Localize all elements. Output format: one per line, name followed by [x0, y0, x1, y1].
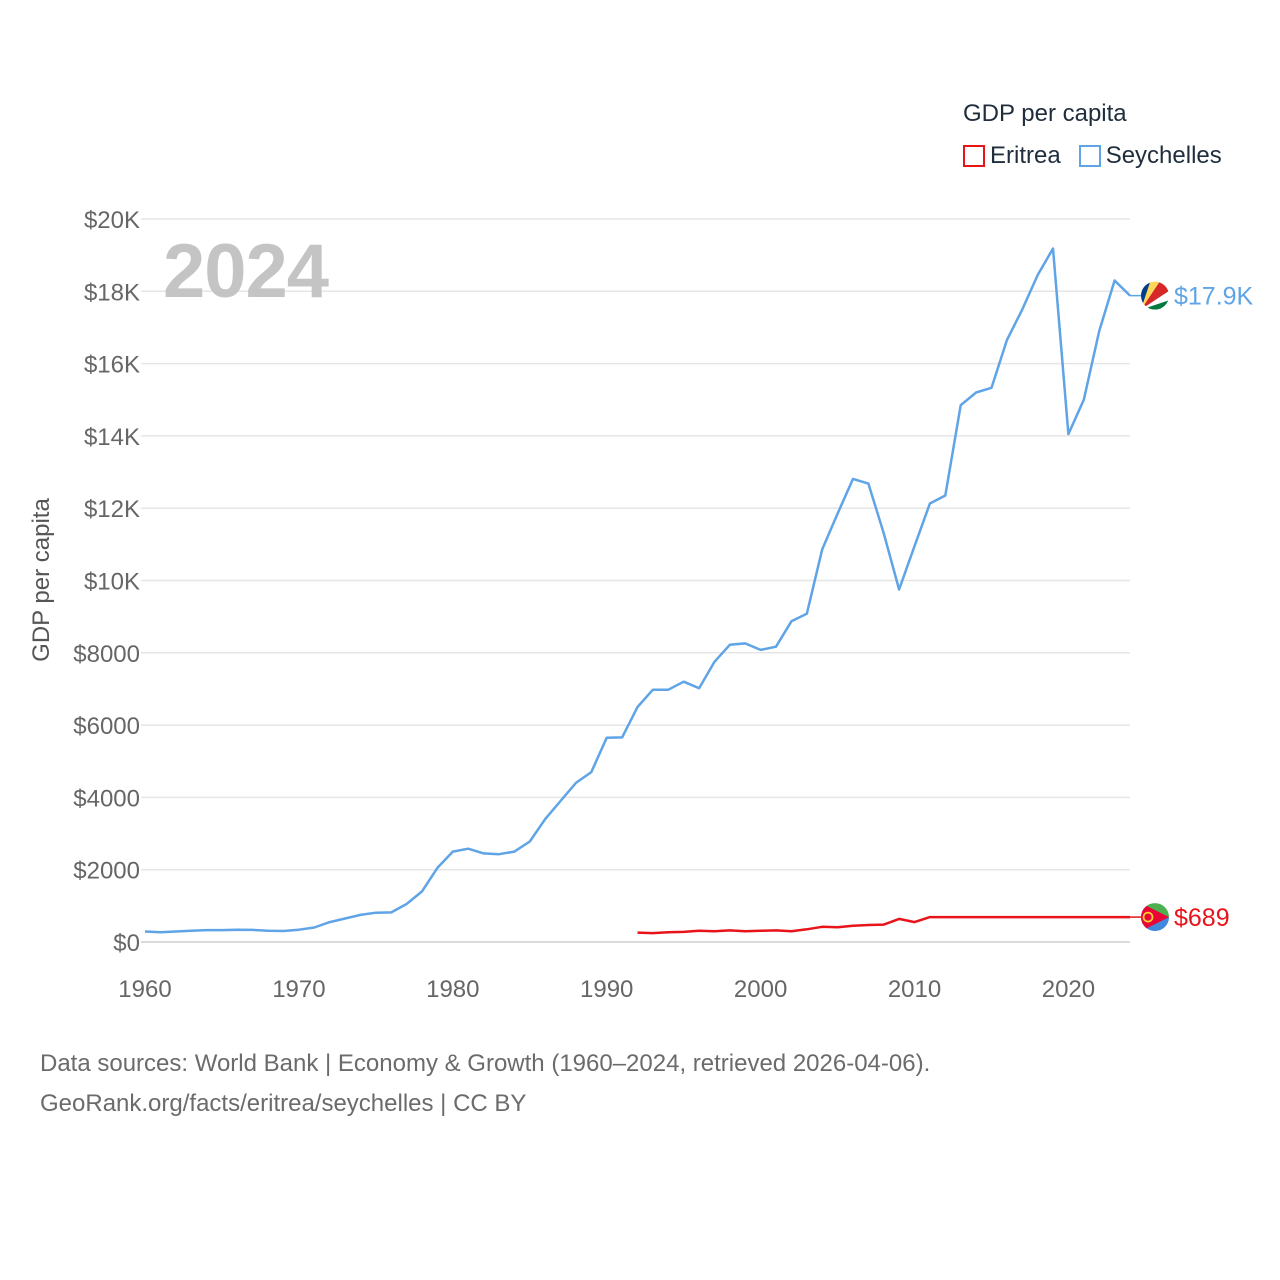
y-tick-label: $8000 [73, 641, 140, 668]
legend-title: GDP per capita [963, 100, 1127, 127]
source-line-1: Data sources: World Bank | Economy & Gro… [40, 1050, 931, 1077]
x-tick-label: 2000 [734, 976, 787, 1003]
x-axis-ticks: 1960 1970 1980 1990 2000 2010 2020 [118, 976, 1095, 1003]
y-tick-label: $20K [84, 207, 140, 234]
source-line-2[interactable]: GeoRank.org/facts/eritrea/seychelles | C… [40, 1090, 527, 1117]
legend-item-eritrea[interactable]: Eritrea [963, 142, 1061, 170]
x-tick-label: 2020 [1042, 976, 1095, 1003]
x-tick-label: 1970 [272, 976, 325, 1003]
y-axis-ticks: $0 $2000 $4000 $6000 $8000 $10K $12K $14K $16K $1… [73, 207, 140, 957]
source-note: Data sources: World Bank | Economy & Gro… [40, 1044, 930, 1124]
y-tick-label: $0 [113, 930, 140, 957]
end-value-label-seychelles: $17.9K [1174, 283, 1254, 311]
y-tick-label: $10K [84, 569, 140, 596]
legend-swatch-eritrea [963, 145, 985, 167]
legend: Eritrea Seychelles [963, 142, 1240, 170]
series-line-seychelles [144, 247, 1131, 934]
legend-label-seychelles: Seychelles [1105, 142, 1222, 169]
y-tick-label: $2000 [73, 858, 140, 885]
x-tick-label: 2010 [888, 976, 941, 1003]
y-tick-label: $16K [84, 352, 140, 379]
series-end-markers: $17.9K $689 [1130, 281, 1254, 932]
x-tick-label: 1980 [426, 976, 479, 1003]
x-tick-label: 1960 [118, 976, 171, 1003]
current-year-label: 2024 [163, 229, 329, 314]
y-tick-label: $12K [84, 496, 140, 523]
end-value-label-eritrea: $689 [1174, 904, 1230, 932]
grid-lines [141, 218, 1130, 943]
y-tick-label: $14K [84, 424, 140, 451]
legend-item-seychelles[interactable]: Seychelles [1078, 142, 1222, 170]
legend-swatch-seychelles [1078, 145, 1101, 167]
seychelles-flag-icon [1141, 281, 1169, 310]
series-lines [144, 247, 1131, 935]
y-tick-label: $18K [84, 279, 140, 306]
y-axis-label: GDP per capita [28, 498, 55, 662]
x-tick-label: 1990 [580, 976, 633, 1003]
y-tick-label: $6000 [73, 713, 140, 740]
eritrea-flag-icon [1141, 903, 1169, 932]
legend-label-eritrea: Eritrea [990, 142, 1061, 169]
y-tick-label: $4000 [73, 785, 140, 812]
series-line-eritrea [637, 915, 1130, 935]
